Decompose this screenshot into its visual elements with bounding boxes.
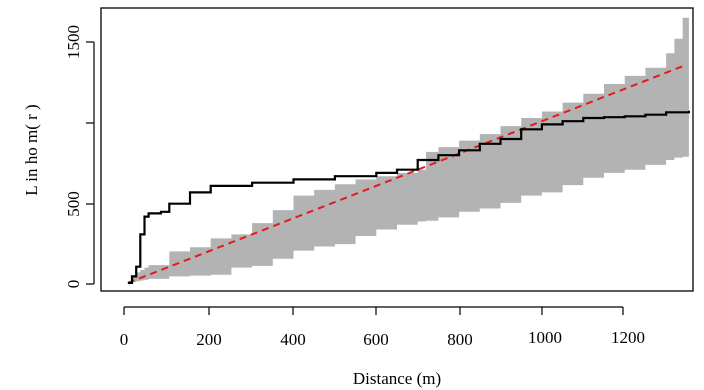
theoretical-line	[127, 65, 684, 284]
observed-line	[127, 110, 691, 284]
x-axis: 0 200 400 600 800 1000 1200 Distance (m)	[120, 306, 645, 388]
y-tick-label: 500	[64, 191, 83, 217]
y-axis-label: L in ho m( r )	[22, 104, 41, 195]
y-tick-label: 0	[64, 280, 83, 289]
x-tick-label: 0	[120, 330, 129, 349]
simulation-envelope	[127, 16, 689, 283]
x-tick-label: 1200	[611, 328, 645, 347]
x-axis-label: Distance (m)	[353, 369, 441, 388]
y-axis: 0 500 1500 L in ho m( r )	[22, 25, 95, 289]
x-tick-label: 1000	[528, 328, 562, 347]
x-tick-label: 600	[363, 330, 389, 349]
x-tick-label: 400	[280, 330, 306, 349]
x-tick-label: 800	[447, 330, 473, 349]
plot-frame	[100, 7, 694, 292]
y-tick-label: 1500	[64, 25, 83, 59]
x-tick-label: 200	[196, 330, 222, 349]
